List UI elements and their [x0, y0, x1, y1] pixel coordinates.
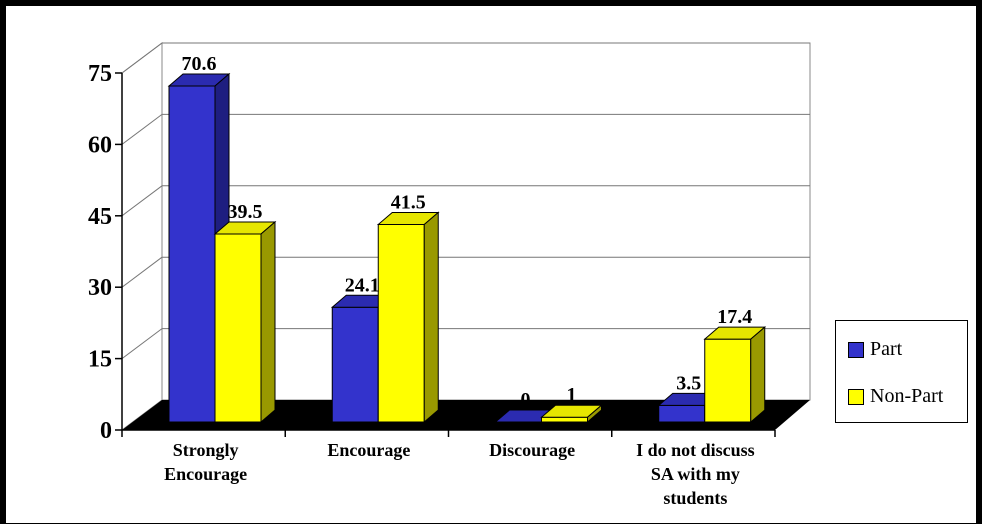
floor: [122, 400, 810, 430]
bar-non-part-0: [213, 220, 277, 424]
data-label: 70.6: [182, 53, 217, 75]
x-tick-label-line: Strongly: [173, 440, 239, 460]
legend-item-part: Part: [848, 338, 902, 361]
side-wall: [121, 42, 163, 431]
x-tick-label: I do not discuss SA with my students: [636, 440, 755, 508]
bar-front: [541, 416, 588, 423]
bar-front: [168, 85, 216, 423]
legend-swatch-part: [848, 341, 864, 358]
bar-non-part-3: [703, 326, 767, 424]
x-tick-label-line: students: [663, 488, 727, 508]
data-labels: 70.6 39.5 24.1 41.5 0 1 3.5 17.4: [182, 53, 753, 411]
gridline-side: [121, 114, 163, 145]
data-label: 3.5: [676, 372, 701, 394]
y-tick-label: 45: [88, 204, 112, 230]
x-tick-label: Encourage: [327, 440, 410, 460]
x-tick-label-line: Encourage: [327, 440, 410, 460]
data-label: 39.5: [228, 201, 263, 223]
gridline-side: [121, 42, 163, 74]
data-label: 17.4: [717, 306, 752, 328]
bar-non-part-1: [376, 211, 440, 424]
bar-front: [331, 306, 379, 423]
bar-front: [214, 233, 262, 423]
legend-item-non-part: Non-Part: [848, 385, 943, 408]
gridline-side: [121, 328, 163, 360]
legend: Part Non-Part: [835, 320, 968, 423]
x-tick-label: Strongly Encourage: [164, 440, 247, 484]
x-tick-label-line: Encourage: [164, 464, 247, 484]
legend-label-part: Part: [870, 338, 903, 360]
y-axis: 0 15 30 45 60 75: [88, 61, 123, 444]
bar-side: [260, 220, 276, 424]
bar-side: [587, 404, 602, 424]
bar-front: [658, 404, 706, 423]
x-tick-label-line: I do not discuss: [636, 440, 755, 460]
x-tick-label: Discourage: [489, 440, 575, 460]
x-tick-label-line: Discourage: [489, 440, 575, 460]
y-tick-label: 60: [88, 132, 112, 158]
legend-swatch-non-part: [848, 388, 864, 405]
x-tick-label-line: SA with my: [651, 464, 740, 484]
y-tick-label: 30: [88, 275, 112, 301]
x-axis: Strongly Encourage Encourage Discourage I do…: [121, 429, 776, 508]
gridline-side: [121, 185, 163, 217]
chart-floor: [122, 400, 810, 430]
data-label: 24.1: [345, 274, 380, 296]
y-tick-label: 15: [88, 347, 112, 373]
bar-front: [377, 223, 425, 423]
legend-label-non-part: Non-Part: [870, 385, 944, 407]
data-label: 0: [521, 389, 531, 411]
bar-side: [750, 326, 766, 424]
data-label: 1: [567, 384, 577, 406]
bar-side: [423, 211, 439, 424]
bars: [167, 72, 767, 424]
y-tick-label: 75: [88, 61, 112, 87]
bar-front: [704, 338, 752, 423]
bar-non-part-2: [540, 404, 603, 424]
bar-part-0: [167, 72, 231, 424]
gridline-side: [121, 256, 163, 288]
data-label: 41.5: [391, 191, 426, 213]
y-tick-label: 0: [100, 418, 112, 444]
